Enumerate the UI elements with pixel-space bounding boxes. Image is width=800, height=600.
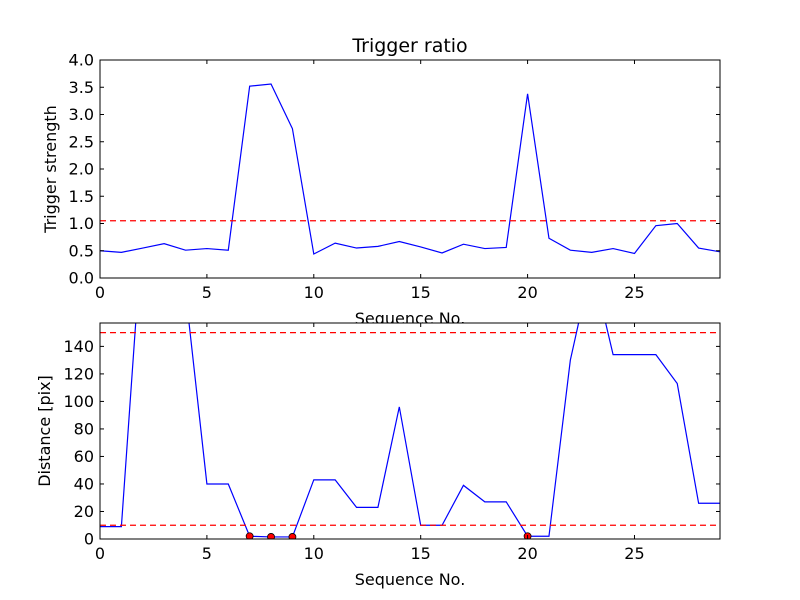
chart-distance: 0 5 10 15 20 25 0 20 40 60 80 100 120 140 Sequence No.… [35,322,721,589]
x-tick-label: 10 [304,283,324,302]
y-tick-label: 0.0 [69,269,94,288]
x-tick-label: 5 [202,283,212,302]
marker-point [288,533,297,539]
marker-point [267,533,275,539]
y-tick-label: 100 [63,392,94,411]
y-tick-label: 3.5 [69,78,94,97]
chart-trigger-ratio: 0 5 10 15 20 25 0.0 0.5 1.0 1.5 2.0 2.5 3.0 3.5 4.0 Tri… [41,35,721,328]
y-tick-label: 1.5 [69,187,94,206]
x-tick-label: 20 [517,283,537,302]
x-tick-label: 5 [202,544,212,563]
y-tick-label: 0.5 [69,241,94,260]
x-tick-label: 0 [95,283,105,302]
y-tick-label: 40 [74,474,94,493]
series-group [100,83,720,255]
y-axis-label: Distance [pix] [35,375,54,487]
chart-title: Trigger ratio [351,35,467,57]
y-tick-label: 2.5 [69,132,94,151]
x-tick-label: 20 [517,544,537,563]
y-tick-label: 3.0 [69,105,94,124]
plot-area [100,323,720,539]
x-tick-label: 0 [95,544,105,563]
series-line [100,323,720,538]
y-tick-label: 4.0 [69,51,94,70]
series-line [100,83,720,255]
y-axis-label: Trigger strength [41,105,60,234]
y-tick-label: 1.0 [69,214,94,233]
x-tick-label: 15 [411,544,431,563]
x-axis-label: Sequence No. [355,570,466,589]
plot-area [100,60,720,278]
y-tick-label: 120 [63,364,94,383]
x-tick-label: 25 [624,283,644,302]
x-tick-label: 25 [624,544,644,563]
y-tick-label: 140 [63,337,94,356]
series-group [100,323,720,539]
y-tick-label: 80 [74,419,94,438]
marker-point [245,532,254,539]
y-tick-label: 0 [84,530,94,549]
axes-frame [99,322,721,540]
x-tick-label: 15 [411,283,431,302]
y-tick-label: 2.0 [69,160,94,179]
y-tick-label: 20 [74,502,94,521]
x-tick-label: 10 [304,544,324,563]
y-tick-label: 60 [74,447,94,466]
